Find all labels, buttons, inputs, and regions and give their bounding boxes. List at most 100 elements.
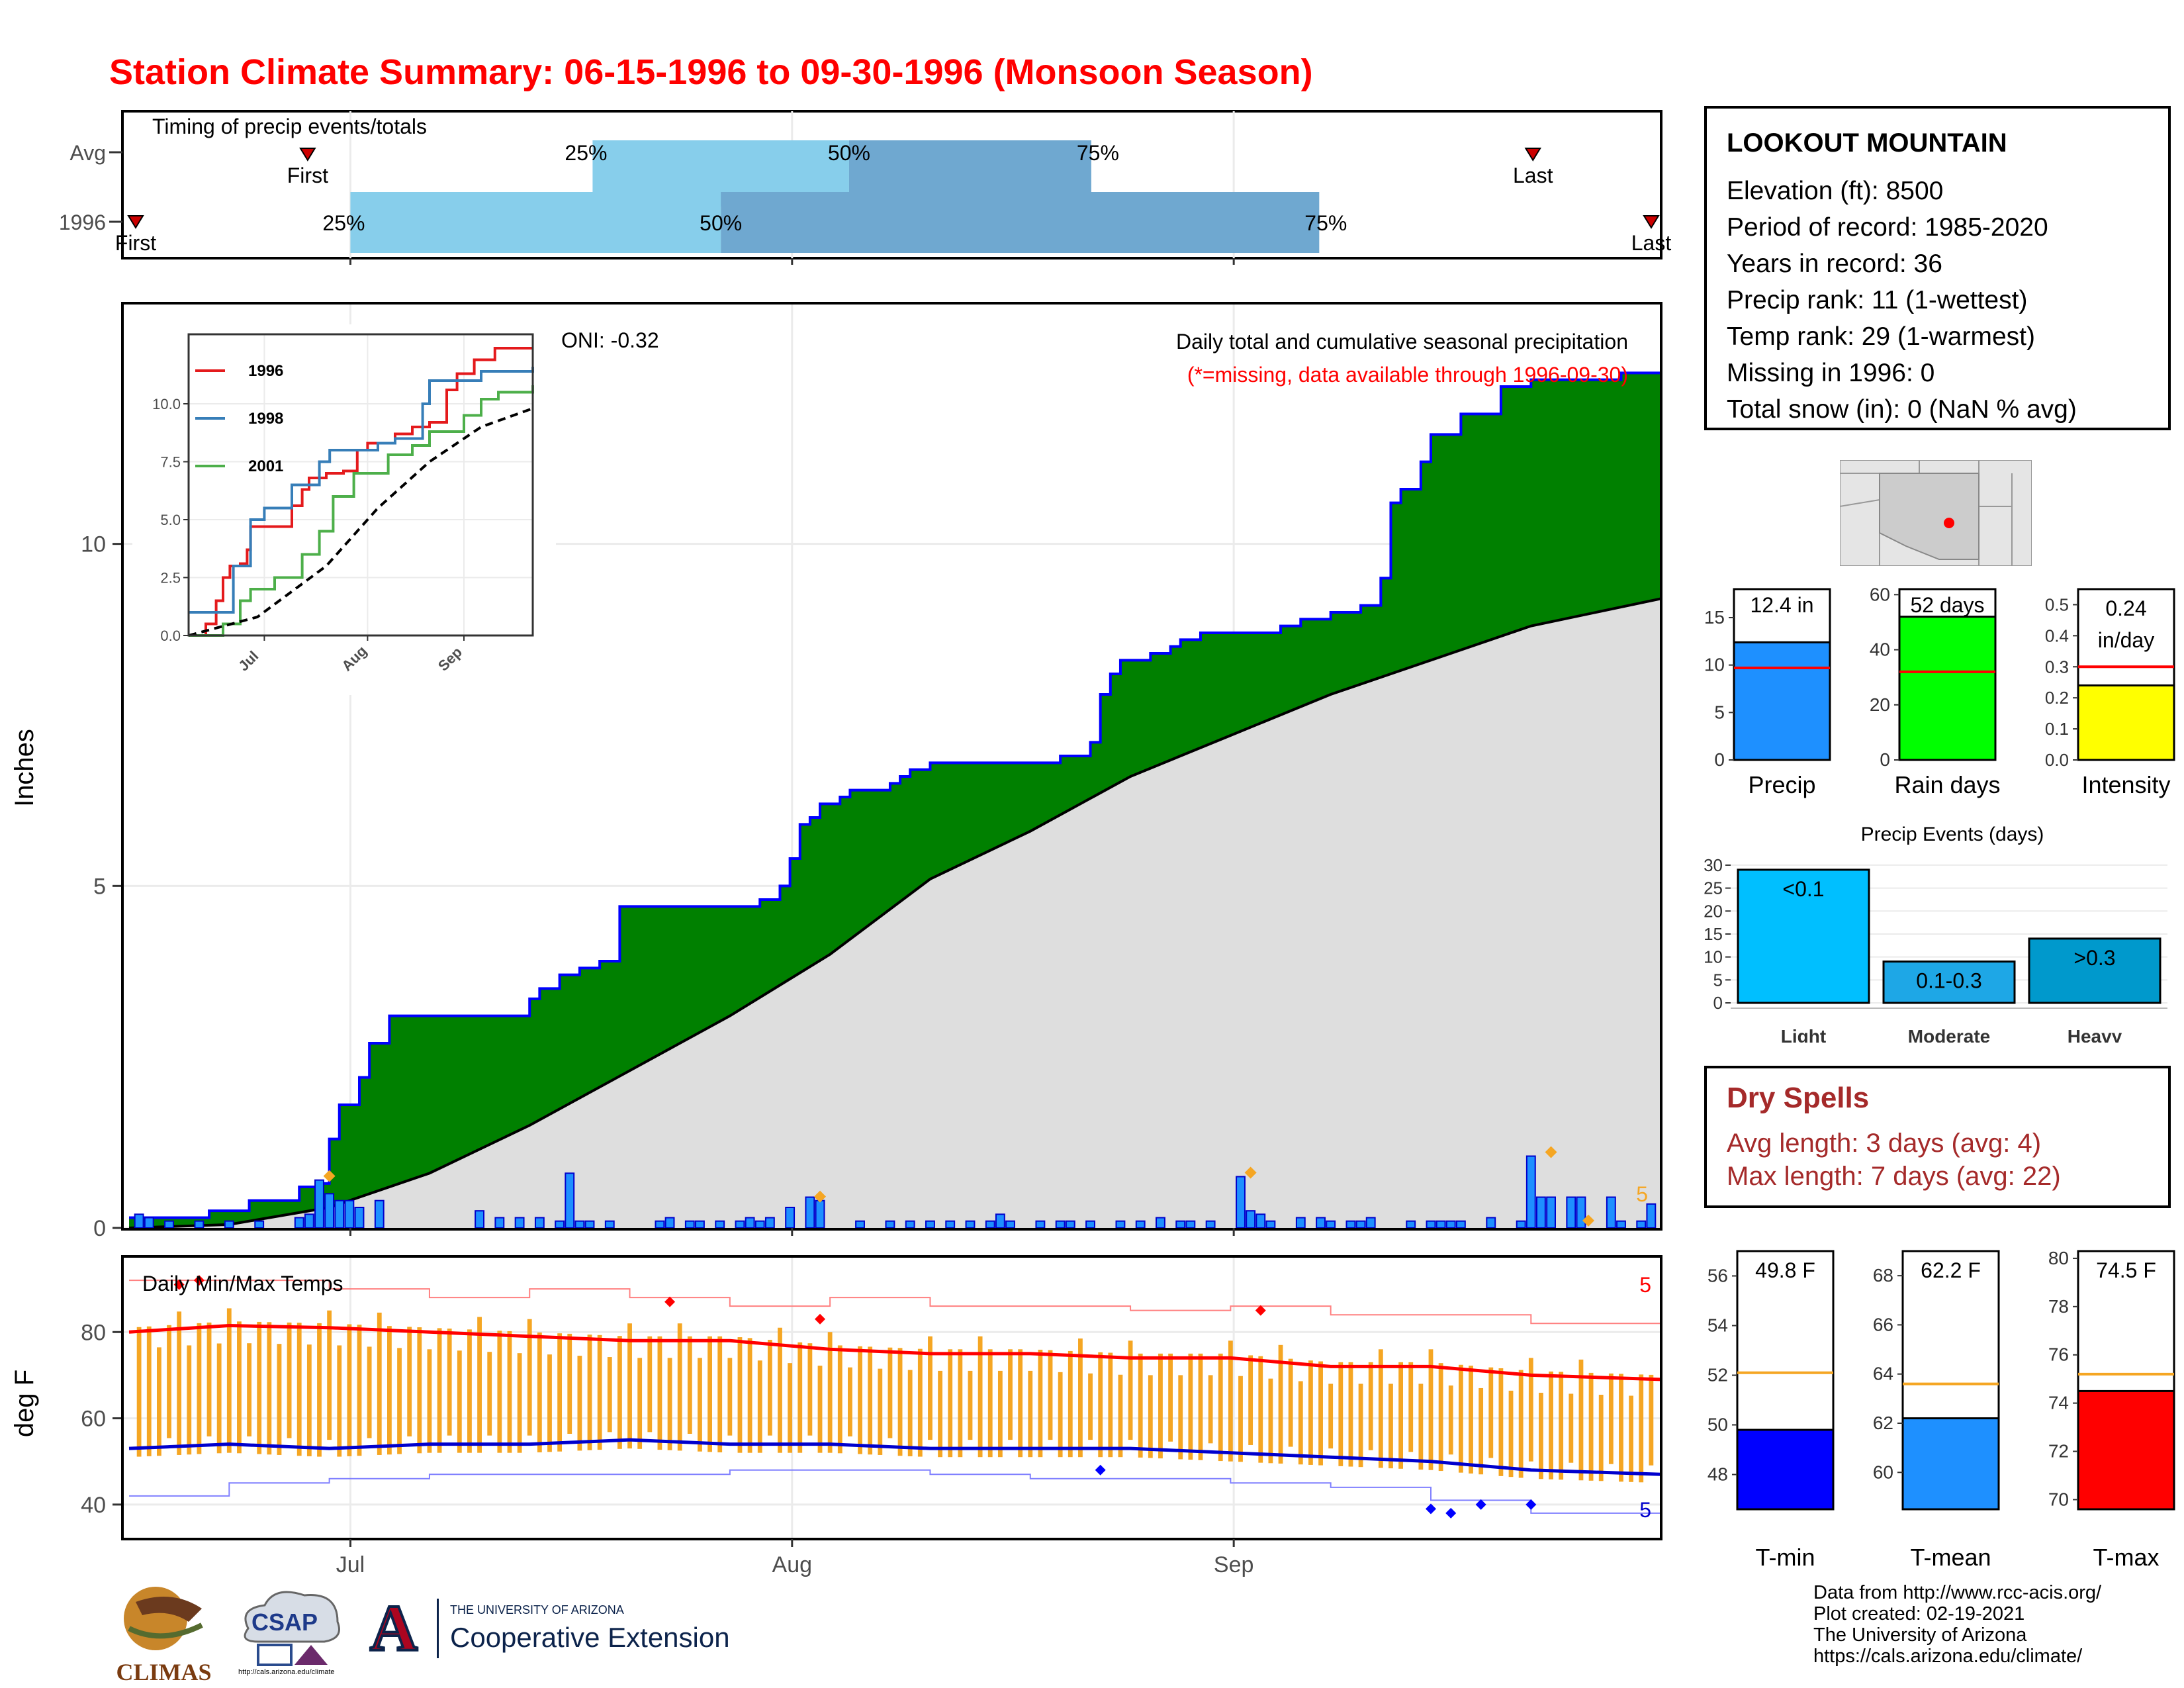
footer-source: Data from http://www.rcc-acis.org/ (1813, 1582, 2102, 1603)
bar-y-tick-label: 56 (1707, 1266, 1728, 1286)
daily-precip-bar (164, 1220, 174, 1229)
daily-temp-range-bar (487, 1352, 492, 1436)
daily-precip-bar (555, 1220, 565, 1229)
inset-y-tick-label: 10.0 (152, 396, 181, 412)
record-low-marker (1095, 1464, 1106, 1476)
daily-temp-range-bar (987, 1349, 993, 1458)
daily-temp-range-bar (747, 1338, 752, 1453)
daily-temp-range-bar (156, 1347, 161, 1456)
daily-temp-range-bar (517, 1353, 522, 1453)
bar-y-tick-label: 70 (2048, 1489, 2069, 1509)
daily-precip-bar (1445, 1220, 1456, 1229)
inset-legend-label: 1996 (248, 362, 283, 380)
daily-precip-bar (1426, 1220, 1436, 1229)
daily-temp-range-bar (1048, 1350, 1053, 1440)
timing-first-label: First (287, 164, 328, 187)
daily-temp-range-bar (177, 1311, 182, 1455)
daily-temp-range-bar (347, 1324, 352, 1456)
record-low-marker (1475, 1499, 1486, 1510)
daily-temp-range-bar (1218, 1353, 1223, 1462)
daily-precip-bar (144, 1217, 154, 1229)
daily-precip-bar (1236, 1176, 1246, 1229)
daily-temp-range-bar (757, 1360, 762, 1453)
daily-temp-range-bar (1058, 1372, 1063, 1458)
timing-q50-label: 50% (700, 211, 742, 235)
daily-precip-bar (294, 1217, 304, 1229)
daily-temp-range-bar (407, 1327, 412, 1436)
inset-y-tick-label: 7.5 (160, 454, 181, 471)
daily-temp-range-bar (397, 1348, 402, 1454)
daily-precip-bar (304, 1213, 314, 1229)
daily-temp-range-bar (968, 1370, 973, 1440)
daily-precip-bar (574, 1220, 585, 1229)
daily-temp-range-bar (277, 1344, 282, 1455)
temp-y-axis-label: deg F (10, 1370, 39, 1437)
dry-spells-box: Dry Spells Avg length: 3 days (avg: 4) M… (1704, 1066, 2171, 1208)
daily-temp-range-bar (1138, 1353, 1143, 1458)
daily-precip-bar (354, 1207, 365, 1229)
precip-y-tick-label: 0 (93, 1216, 106, 1241)
timing-last-label: Last (1513, 164, 1553, 187)
timing-row-label: 1996 (59, 211, 106, 234)
bar-value-label: 62.2 F (1921, 1258, 1981, 1282)
footer-org: The University of Arizona (1813, 1624, 2027, 1646)
daily-precip-bar (374, 1199, 385, 1229)
events-bar-label: <0.1 (1782, 877, 1824, 901)
daily-temp-range-bar (827, 1332, 833, 1453)
temp-x-tick-label: Jul (336, 1552, 365, 1577)
daily-temp-range-bar (617, 1336, 622, 1449)
daily-precip-bar (324, 1193, 335, 1229)
station-period: Period of record: 1985-2020 (1727, 213, 2048, 242)
daily-temp-range-bar (1078, 1338, 1083, 1458)
bar-value-label: 0.24 (2105, 596, 2146, 620)
daily-temp-range-bar (1569, 1393, 1574, 1463)
daily-temp-range-bar (507, 1331, 512, 1453)
daily-precip-bar (785, 1207, 796, 1229)
bar-y-tick-label: 60 (1873, 1462, 1893, 1482)
daily-temp-range-bar (1008, 1349, 1013, 1440)
daily-temp-range-bar (1228, 1340, 1233, 1462)
daily-temp-range-bar (1098, 1352, 1103, 1458)
bar-y-tick-label: 0.3 (2045, 657, 2069, 677)
daily-precip-bar (1205, 1220, 1216, 1229)
daily-temp-range-bar (1368, 1362, 1373, 1450)
station-missing: Missing in 1996: 0 (1727, 359, 1935, 387)
timing-q75-label: 75% (1077, 141, 1119, 165)
daily-temp-range-bar (337, 1345, 342, 1457)
record-high-marker (173, 1279, 185, 1290)
bar-y-tick-label: 0.5 (2045, 594, 2069, 614)
daily-temp-range-bar (1248, 1355, 1253, 1445)
daily-temp-range-bar (1418, 1383, 1424, 1470)
record-precip-marker (814, 1190, 827, 1203)
daily-temp-range-bar (778, 1327, 782, 1453)
daily-precip-bar (1606, 1196, 1616, 1229)
daily-precip-bar (1246, 1210, 1256, 1229)
bar-y-tick-label: 5 (1714, 702, 1725, 722)
record-high-marker (815, 1313, 826, 1325)
daily-temp-range-bar (907, 1370, 913, 1456)
avg-tmax-line (128, 1323, 1662, 1382)
daily-temp-range-bar (306, 1344, 312, 1456)
ua-a-icon: A (369, 1591, 419, 1665)
daily-precip-bar (1536, 1196, 1546, 1229)
daily-precip-bar (1365, 1217, 1376, 1229)
events-title: Precip Events (days) (1861, 823, 2044, 845)
events-y-tick-label: 20 (1704, 901, 1723, 921)
daily-temp-range-bar (497, 1331, 502, 1453)
daily-temp-range-bar (717, 1336, 723, 1453)
daily-precip-bar (1636, 1220, 1647, 1229)
daily-temp-range-bar (447, 1329, 452, 1436)
record-precip-marker (1545, 1146, 1557, 1158)
inset-series-1998-line (189, 367, 534, 614)
daily-precip-bar (1646, 1203, 1657, 1229)
events-y-tick-label: 5 (1713, 970, 1723, 990)
daily-temp-range-bar (767, 1339, 772, 1436)
bar-y-tick-label: 72 (2048, 1441, 2069, 1462)
daily-precip-bar (1406, 1220, 1416, 1229)
rain-days-chart: 0 20 40 60 52 days Rain days (1870, 584, 2001, 798)
daily-temp-range-bar (1168, 1353, 1173, 1442)
daily-precip-bar (1005, 1220, 1015, 1229)
daily-precip-bar (1435, 1220, 1446, 1229)
daily-temp-range-bar (457, 1350, 462, 1453)
